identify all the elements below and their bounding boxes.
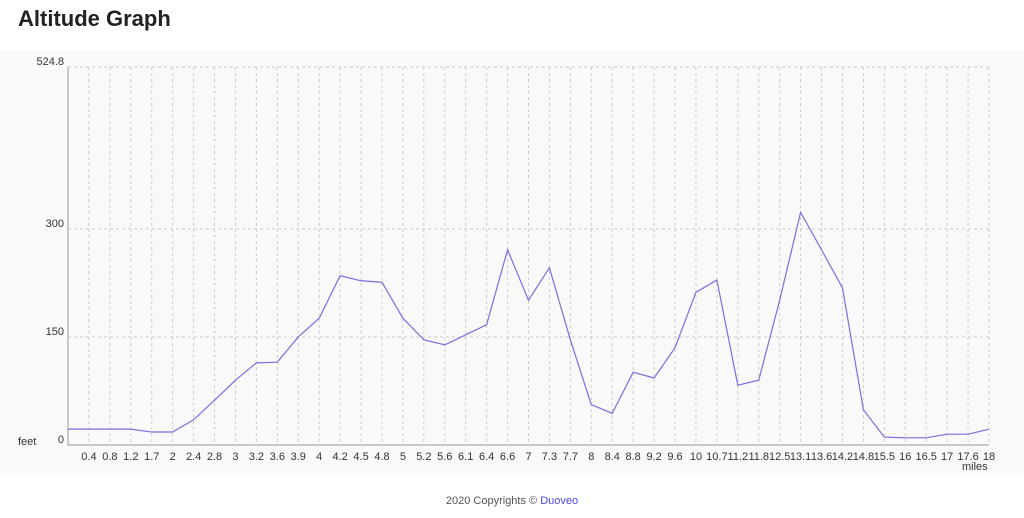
x-tick-label: 2: [170, 451, 176, 463]
y-tick-label: 524.8: [36, 56, 64, 68]
footer-link[interactable]: Duoveo: [540, 495, 579, 507]
x-axis-label: miles: [962, 461, 988, 473]
x-tick-label: 3.2: [249, 451, 264, 463]
x-tick-label: 4.8: [374, 451, 389, 463]
page-title: Altitude Graph: [18, 6, 171, 31]
x-tick-label: 6.6: [500, 451, 515, 463]
x-tick-label: 4.2: [332, 451, 347, 463]
y-axis-label: feet: [18, 436, 36, 448]
x-tick-label: 3.6: [270, 451, 285, 463]
x-tick-label: 12.5: [769, 451, 790, 463]
x-tick-label: 18: [983, 451, 995, 463]
x-tick-label: 9.6: [667, 451, 682, 463]
x-tick-label: 8.8: [626, 451, 641, 463]
x-tick-label: 6.4: [479, 451, 494, 463]
x-tick-label: 3: [232, 451, 238, 463]
x-tick-label: 7.3: [542, 451, 557, 463]
x-tick-label: 0.8: [102, 451, 117, 463]
x-tick-label: 4: [316, 451, 322, 463]
x-tick-label: 7: [525, 451, 531, 463]
x-tick-label: 13.6: [811, 451, 832, 463]
x-tick-label: 11.2: [728, 451, 749, 463]
x-tick-label: 8: [588, 451, 594, 463]
x-tick-label: 0.4: [81, 451, 96, 463]
chart: 0 150 300 524.8 0.4 0.8 1.2 1.7 2 2.4 2.8 3 3.2 3.6 3.…: [0, 50, 1024, 475]
x-tick-label: 9.2: [646, 451, 661, 463]
y-tick-label: 0: [58, 434, 64, 446]
x-tick-label: 17.6: [957, 451, 978, 463]
x-tick-label: 17: [941, 451, 953, 463]
x-tick-label: 15.5: [874, 451, 895, 463]
copyright: 2020 Copyrights ©: [445, 495, 538, 507]
x-tick-label: 7.7: [563, 451, 578, 463]
x-tick-label: 16.5: [915, 451, 936, 463]
x-tick-label: 16: [899, 451, 911, 463]
x-tick-label: 5.6: [437, 451, 452, 463]
x-tick-label: 5: [400, 451, 406, 463]
plot-background: [0, 50, 1024, 475]
x-tick-label: 2.8: [207, 451, 222, 463]
y-tick-label: 150: [46, 326, 64, 338]
x-tick-label: 4.5: [353, 451, 368, 463]
x-tick-label: 6.1: [458, 451, 473, 463]
x-tick-label: 5.2: [416, 451, 431, 463]
x-tick-label: 1.7: [144, 451, 159, 463]
x-tick-label: 11.8: [748, 451, 769, 463]
x-tick-label: 8.4: [605, 451, 620, 463]
x-tick-label: 2.4: [186, 451, 201, 463]
x-tick-label: 3.9: [291, 451, 306, 463]
footer: 2020 Copyrights © Duoveo: [0, 495, 1024, 507]
x-tick-label: 10.7: [706, 451, 727, 463]
x-tick-label: 14.2: [832, 451, 853, 463]
y-tick-label: 300: [46, 218, 64, 230]
altitude-line: [68, 210, 990, 439]
x-tick-label: 14.8: [853, 451, 874, 463]
x-tick-label: 10: [690, 451, 702, 463]
x-tick-label: 1.2: [123, 451, 138, 463]
x-tick-label: 13.1: [790, 451, 811, 463]
